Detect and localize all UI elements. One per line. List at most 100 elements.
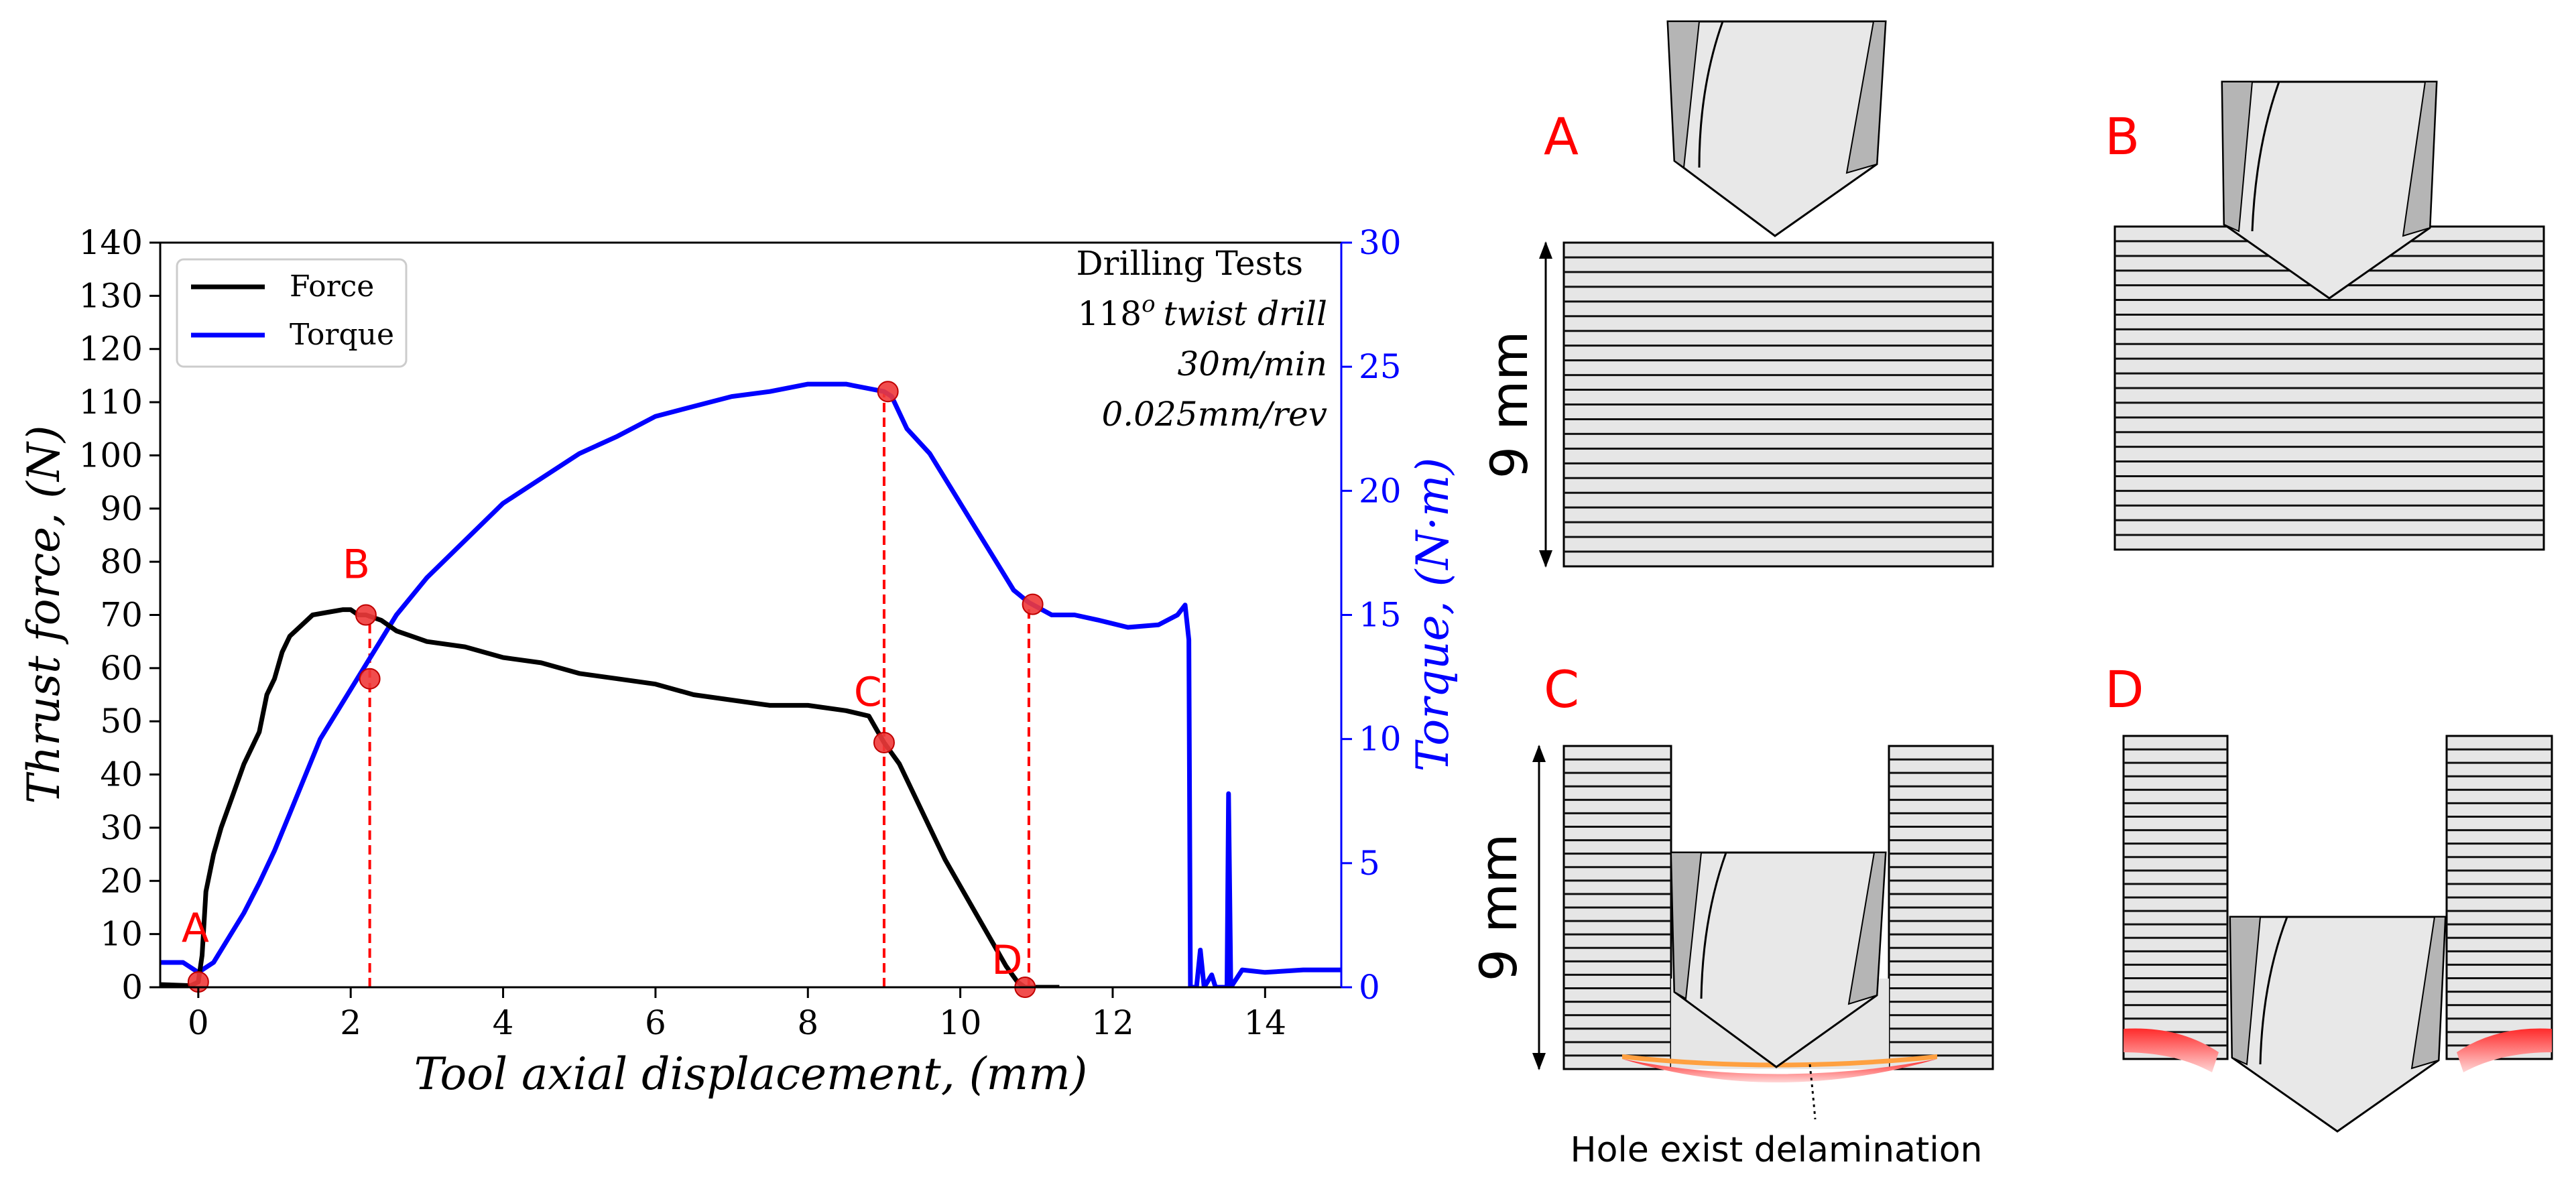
panel-c-delamination-note: Hole exist delamination [1570,1130,1982,1170]
chart-marker-label: C [854,669,882,716]
x-axis-label: Tool axial displacement, (mm) [414,1048,1088,1100]
panel-b-drill-flute-left [2221,81,2254,233]
drill-type: twist drill [1164,294,1327,333]
annotation-feed: 0.025mm/rev [1101,395,1327,434]
panel-b-drill-edge [2251,81,2280,232]
panel-d: D [2105,660,2553,1133]
panel-c-plies [1564,758,1993,1057]
drill-angle: 118 [1078,294,1142,333]
drill-angle-degree: o [1142,291,1155,318]
panel-c-drill-edge [1700,852,1727,999]
y2-tick-label: 10 [1359,720,1402,759]
y-axis-ticks: 0 10 20 30 40 50 60 70 80 90 100 110 120 130 140 [79,223,160,1007]
y2-tick-label: 20 [1359,471,1402,510]
chart-marker-label: B [343,542,370,588]
panel-d-drill [2229,916,2447,1133]
chart-marker-point [873,731,895,753]
legend-force-label: Force [290,269,374,304]
x-axis-ticks: 0 2 4 6 8 10 12 14 [188,987,1286,1042]
panel-c-drill-flute-right [1847,852,1887,1005]
panel-d-drill-flute-left [2229,916,2262,1066]
force-series-line [160,607,1060,987]
y2-axis-ticks: 0 5 10 15 20 25 30 [1341,223,1402,1007]
y2-tick-label: 30 [1359,223,1402,262]
y-tick-label: 20 [100,861,143,900]
panel-a: A 9 mm [1479,20,1994,568]
panel-a-dim-arrow-bottom [1539,550,1552,568]
annotation-speed: 30m/min [1178,345,1328,383]
drilling-stage-panels: A 9 mm B [1469,20,2553,1170]
panel-c-drill [1670,851,1887,1068]
y-tick-label: 60 [100,649,143,688]
panel-a-drill [1666,20,1887,237]
panel-b-drill-flute-right [2402,81,2438,237]
y-tick-label: 70 [100,596,143,635]
panel-d-label: D [2105,660,2144,719]
panel-d-drill-flute-right [2410,916,2447,1070]
x-tick-label: 14 [1244,1003,1287,1042]
y-tick-label: 100 [79,436,143,475]
y-tick-label: 50 [100,702,143,741]
y2-tick-label: 25 [1359,347,1402,386]
panel-a-label: A [1544,107,1579,166]
panel-c-delamination-arc [1622,1059,1937,1082]
y-tick-label: 10 [100,915,143,954]
chart-marker-point [1022,593,1044,615]
y2-tick-label: 0 [1359,968,1380,1007]
y-tick-label: 40 [100,755,143,794]
panel-b-label: B [2105,107,2140,166]
panel-c-label: C [1544,660,1579,719]
x-tick-label: 0 [188,1003,209,1042]
test-conditions-annotation: Drilling Tests 118o twist drill 30m/min 0… [1076,244,1327,434]
y-axis-label: Thrust force, (N) [18,426,70,804]
x-tick-label: 10 [939,1003,982,1042]
annotation-drill: 118o twist drill [1078,291,1327,333]
y-tick-label: 80 [100,542,143,581]
y-tick-label: 130 [79,276,143,315]
panel-c: C 9 mm Hole exist delamination [1469,660,1994,1170]
y-tick-label: 90 [100,489,143,528]
y2-tick-label: 5 [1359,844,1380,883]
panel-a-plies [1564,256,1993,553]
legend-torque-label: Torque [290,318,394,352]
panel-c-dim-arrow-bottom [1532,1053,1546,1070]
chart-marker-label: A [182,905,209,952]
y-tick-label: 30 [100,808,143,847]
panel-d-delamination-left [2124,1028,2219,1072]
chart-marker-label: D [991,937,1022,984]
panel-a-drill-flute-right [1845,21,1887,174]
chart-marker-point [877,381,899,403]
torque-series-line [160,381,1341,987]
chart-marker-point [359,668,381,690]
y-tick-label: 0 [121,968,143,1007]
y-tick-label: 110 [79,383,143,422]
x-tick-label: 8 [797,1003,818,1042]
chart-legend: Force Torque [176,258,408,368]
panel-d-delamination-right [2457,1028,2552,1072]
chart-markers: A B C D [182,381,1044,998]
panel-c-callout-line [1808,1064,1817,1120]
y-tick-label: 120 [79,330,143,369]
panel-c-dim-arrow-top [1532,745,1546,762]
marker-vlines [368,391,1030,987]
panel-a-drill-flute-left [1666,21,1701,169]
panel-b-drill [2221,80,2438,300]
panel-b: B [2105,80,2545,551]
panel-c-delamination-zone [1622,1054,1937,1068]
panel-c-drill-flute-left [1670,852,1703,1000]
panel-d-drill-edge [2259,916,2288,1065]
x-tick-label: 4 [493,1003,514,1042]
panel-a-drill-edge [1698,21,1724,168]
x-tick-label: 6 [645,1003,666,1042]
panel-a-dimension: 9 mm [1479,331,1539,479]
y-tick-label: 140 [79,223,143,262]
chart-marker-point [355,604,377,626]
panel-a-dim-arrow-top [1539,241,1552,259]
x-tick-label: 12 [1091,1003,1134,1042]
x-tick-label: 2 [340,1003,361,1042]
y2-axis-label: Torque, (N·m) [1407,458,1459,772]
y2-tick-label: 15 [1359,596,1402,635]
annotation-title: Drilling Tests [1076,244,1303,283]
